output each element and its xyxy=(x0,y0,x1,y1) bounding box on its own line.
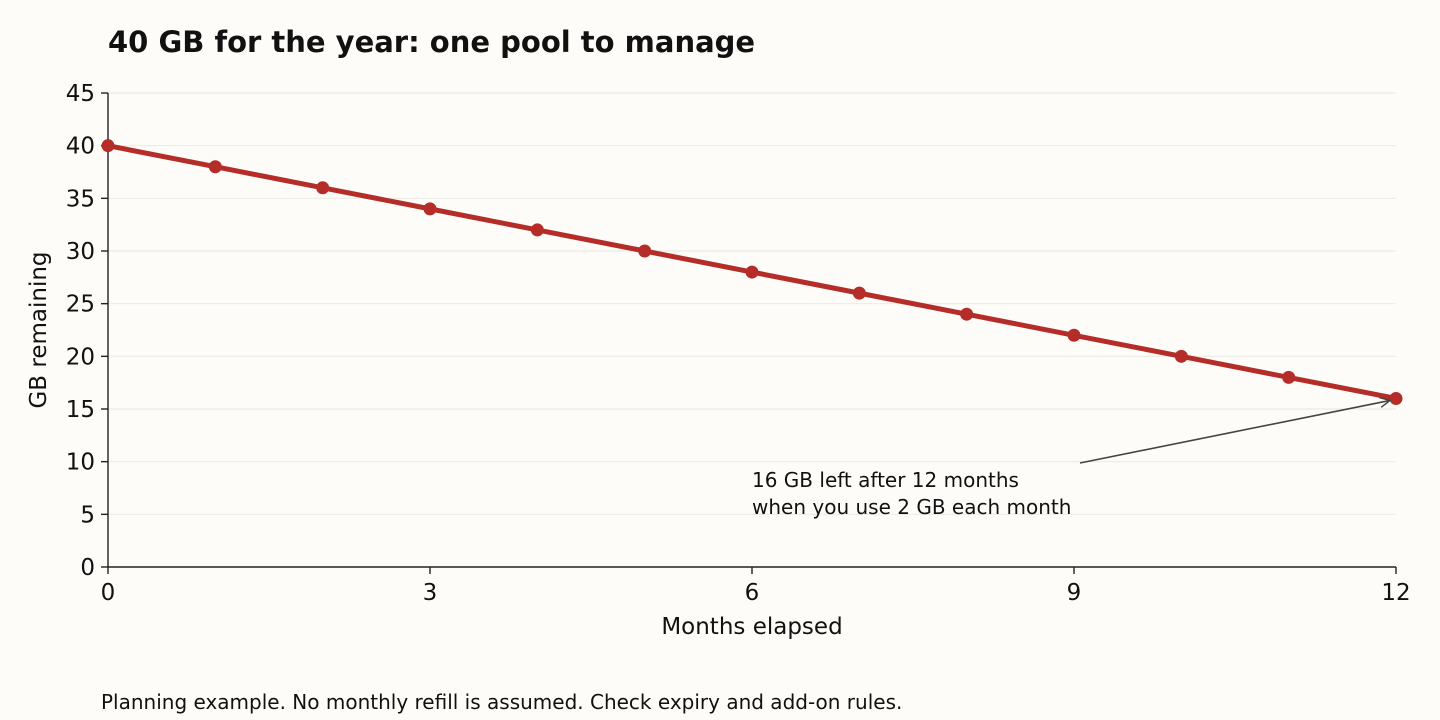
data-point xyxy=(960,307,974,321)
data-point xyxy=(638,244,652,258)
y-tick-label: 30 xyxy=(66,239,95,265)
y-tick-label: 40 xyxy=(66,134,95,160)
y-tick-label: 0 xyxy=(80,555,95,581)
axes: 0 5 10 15 20 25 30 35 40 45 0 3 6 9 12 xyxy=(66,81,1411,606)
data-point xyxy=(423,202,437,216)
x-tick-label: 3 xyxy=(423,580,438,606)
y-tick-label: 35 xyxy=(66,186,95,212)
series xyxy=(101,139,1403,405)
data-point xyxy=(745,265,759,279)
data-point xyxy=(1067,328,1081,342)
gridlines xyxy=(108,92,1396,515)
x-tick-label: 9 xyxy=(1067,580,1082,606)
x-tick-label: 6 xyxy=(745,580,760,606)
footnote: Planning example. No monthly refill is a… xyxy=(101,690,902,714)
chart-title: 40 GB for the year: one pool to manage xyxy=(108,25,755,59)
y-tick-label: 10 xyxy=(66,450,95,476)
annotation-arrow xyxy=(1079,400,1390,464)
x-axis-label: Months elapsed xyxy=(661,614,842,640)
y-tick-label: 5 xyxy=(80,502,95,528)
data-point xyxy=(1282,370,1296,384)
y-tick-label: 15 xyxy=(66,397,95,423)
y-tick-label: 20 xyxy=(66,344,95,370)
x-tick-label: 12 xyxy=(1381,580,1410,606)
x-tick-label: 0 xyxy=(101,580,116,606)
data-point xyxy=(1389,391,1403,405)
data-point xyxy=(101,139,115,153)
y-axis-label: GB remaining xyxy=(26,251,52,408)
data-point xyxy=(208,160,222,174)
data-point xyxy=(852,286,866,300)
data-point xyxy=(530,223,544,237)
annotation-line-1: 16 GB left after 12 months xyxy=(752,468,1019,492)
annotation-line-2: when you use 2 GB each month xyxy=(752,495,1071,519)
y-tick-label: 25 xyxy=(66,292,95,318)
data-point xyxy=(316,181,330,195)
data-point xyxy=(1174,349,1188,363)
y-tick-label: 45 xyxy=(66,81,95,107)
